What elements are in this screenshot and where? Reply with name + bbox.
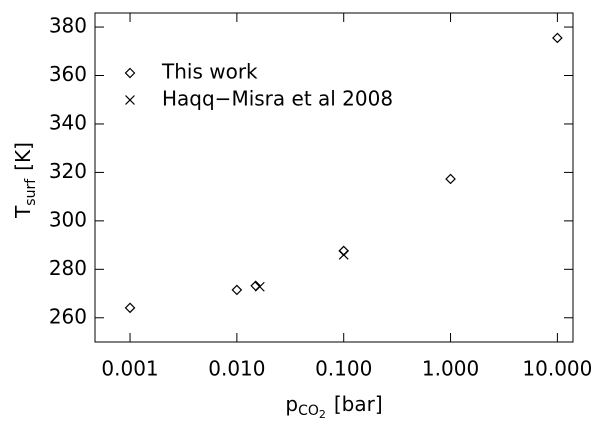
cross-marker <box>338 249 349 260</box>
x-tick-label: 0.100 <box>315 357 372 381</box>
legend-marker <box>125 95 135 105</box>
cross-marker <box>254 281 265 292</box>
y-tick-label: 360 <box>49 62 87 86</box>
x-axis-label: pCO2 [bar] <box>285 392 382 422</box>
x-tick-label: 1.000 <box>422 357 479 381</box>
x-label-unit: [bar] <box>334 392 383 416</box>
diamond-marker <box>445 173 456 185</box>
y-label-sub: surf <box>23 178 39 206</box>
diamond-marker <box>552 32 563 44</box>
legend-marker <box>124 67 136 79</box>
x-tick-label: 10.000 <box>522 357 592 381</box>
y-label-unit: [K] <box>11 142 35 171</box>
x-label-subsub: 2 <box>319 408 326 421</box>
y-tick-label: 380 <box>49 14 87 38</box>
legend-label: This work <box>161 60 258 84</box>
x-tick-label: 0.010 <box>208 357 265 381</box>
plot-frame <box>94 12 574 343</box>
diamond-marker <box>231 284 243 296</box>
y-tick-label: 300 <box>49 207 87 231</box>
y-axis-label: Tsurf [K] <box>11 142 40 219</box>
y-tick-label: 340 <box>49 110 87 134</box>
y-tick-label: 280 <box>49 256 87 280</box>
x-label-main: p <box>285 392 298 416</box>
y-tick-label: 320 <box>49 159 87 183</box>
x-tick-label: 0.001 <box>101 357 158 381</box>
diamond-marker <box>124 302 136 314</box>
x-label-sub: CO <box>298 403 319 419</box>
y-label-main: T <box>11 205 35 219</box>
y-tick-label: 260 <box>49 304 87 328</box>
legend-label: Haqq−Misra et al 2008 <box>162 87 393 111</box>
